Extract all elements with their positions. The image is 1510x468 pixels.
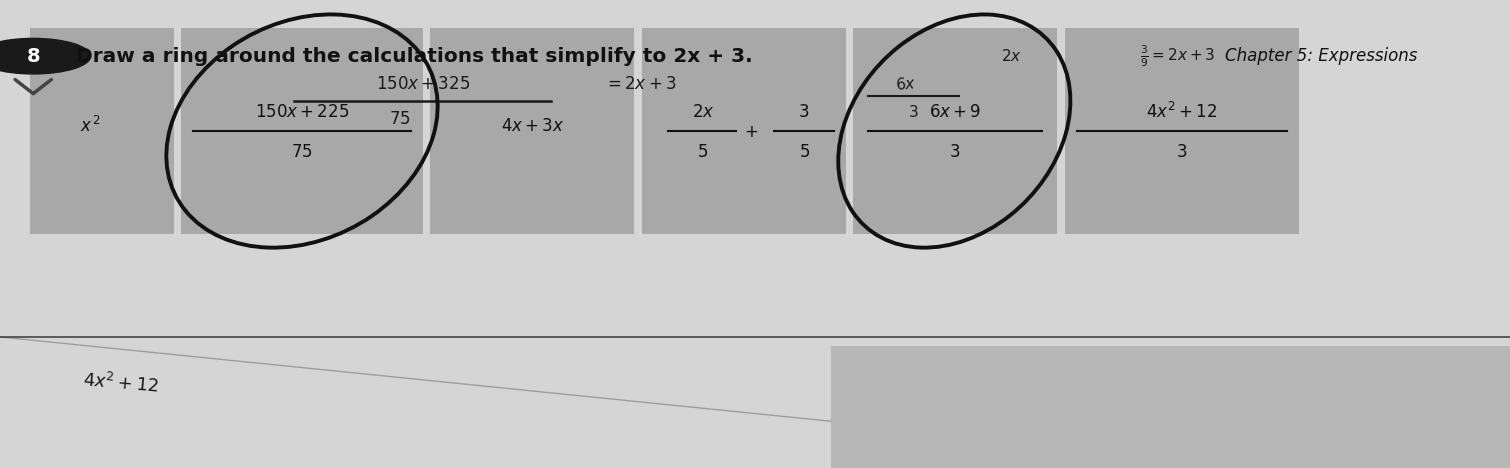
Text: $4x^2 + 12$: $4x^2 + 12$ [82, 370, 160, 397]
Text: $75$: $75$ [390, 110, 411, 128]
Text: $4x^2 + 12$: $4x^2 + 12$ [1146, 102, 1217, 122]
FancyBboxPatch shape [181, 28, 423, 234]
Circle shape [0, 38, 91, 74]
Text: $150x + 225$: $150x + 225$ [255, 103, 349, 121]
Text: $5$: $5$ [799, 143, 809, 161]
FancyBboxPatch shape [853, 28, 1057, 234]
FancyBboxPatch shape [1065, 28, 1299, 234]
Text: $3$: $3$ [909, 104, 918, 120]
Text: 8: 8 [26, 47, 41, 66]
Text: $4x + 3x$: $4x + 3x$ [501, 117, 563, 135]
Text: $5$: $5$ [698, 143, 708, 161]
Text: $3$: $3$ [950, 143, 960, 161]
FancyBboxPatch shape [642, 28, 846, 234]
Text: Chapter 5: Expressions: Chapter 5: Expressions [1225, 47, 1418, 65]
Text: $\frac{3}{9} = 2x+3$: $\frac{3}{9} = 2x+3$ [1140, 44, 1216, 69]
FancyBboxPatch shape [30, 28, 174, 234]
Text: $2x$: $2x$ [692, 103, 714, 121]
Text: $6x$: $6x$ [895, 75, 917, 93]
Text: $x^{\,2}$: $x^{\,2}$ [80, 117, 101, 136]
Text: $3$: $3$ [799, 103, 809, 121]
Text: $75$: $75$ [291, 143, 313, 161]
Text: $= 2x + 3$: $= 2x + 3$ [604, 75, 676, 93]
FancyBboxPatch shape [430, 28, 634, 234]
Text: $6x + 9$: $6x + 9$ [929, 103, 982, 121]
FancyBboxPatch shape [831, 346, 1510, 468]
Text: Draw a ring around the calculations that simplify to 2x + 3.: Draw a ring around the calculations that… [76, 47, 752, 66]
Text: $+$: $+$ [744, 123, 758, 141]
Text: $2x$: $2x$ [1001, 48, 1022, 64]
Text: $3$: $3$ [1176, 143, 1187, 161]
Text: $150x + 325$: $150x + 325$ [376, 75, 470, 93]
